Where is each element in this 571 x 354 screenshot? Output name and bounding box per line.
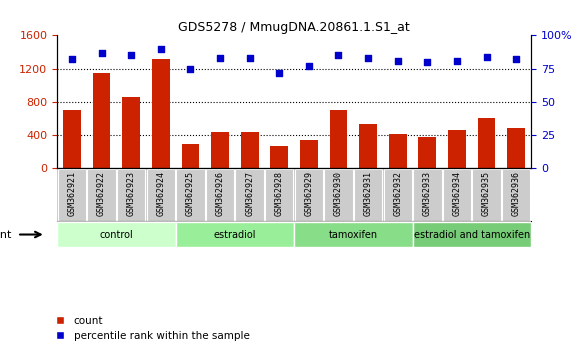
Text: control: control bbox=[99, 229, 133, 240]
Point bbox=[393, 58, 403, 63]
FancyBboxPatch shape bbox=[413, 169, 441, 221]
Point bbox=[127, 52, 136, 58]
FancyBboxPatch shape bbox=[265, 169, 293, 221]
FancyBboxPatch shape bbox=[176, 169, 204, 221]
FancyBboxPatch shape bbox=[206, 169, 234, 221]
FancyBboxPatch shape bbox=[87, 169, 116, 221]
FancyBboxPatch shape bbox=[176, 222, 294, 247]
Bar bbox=[63, 110, 81, 168]
FancyBboxPatch shape bbox=[502, 169, 530, 221]
Text: estradiol: estradiol bbox=[214, 229, 256, 240]
Bar bbox=[507, 129, 525, 168]
Point bbox=[512, 56, 521, 62]
FancyBboxPatch shape bbox=[472, 169, 501, 221]
FancyBboxPatch shape bbox=[58, 169, 86, 221]
Text: agent: agent bbox=[0, 229, 11, 240]
Point bbox=[67, 56, 77, 62]
Bar bbox=[152, 59, 170, 168]
Text: GSM362934: GSM362934 bbox=[452, 171, 461, 216]
FancyBboxPatch shape bbox=[412, 222, 531, 247]
Point bbox=[275, 70, 284, 75]
Bar bbox=[122, 97, 140, 168]
Point bbox=[482, 54, 491, 59]
Text: GSM362929: GSM362929 bbox=[304, 171, 313, 216]
Text: GSM362925: GSM362925 bbox=[186, 171, 195, 216]
Text: tamoxifen: tamoxifen bbox=[329, 229, 378, 240]
Bar bbox=[182, 144, 199, 168]
Bar bbox=[448, 130, 466, 168]
Bar bbox=[241, 132, 259, 168]
Text: GSM362930: GSM362930 bbox=[334, 171, 343, 216]
FancyBboxPatch shape bbox=[147, 169, 175, 221]
Bar bbox=[359, 124, 377, 168]
Text: GSM362923: GSM362923 bbox=[127, 171, 136, 216]
Bar bbox=[329, 110, 347, 168]
FancyBboxPatch shape bbox=[235, 169, 264, 221]
Bar bbox=[271, 146, 288, 168]
Text: GSM362928: GSM362928 bbox=[275, 171, 284, 216]
Point bbox=[156, 46, 166, 51]
FancyBboxPatch shape bbox=[57, 222, 176, 247]
Bar bbox=[211, 132, 229, 168]
Legend: count, percentile rank within the sample: count, percentile rank within the sample bbox=[51, 311, 254, 345]
FancyBboxPatch shape bbox=[294, 222, 412, 247]
Point bbox=[97, 50, 106, 56]
Text: GSM362927: GSM362927 bbox=[245, 171, 254, 216]
Text: GSM362932: GSM362932 bbox=[393, 171, 402, 216]
Text: GSM362926: GSM362926 bbox=[215, 171, 224, 216]
Bar bbox=[93, 73, 110, 168]
Point bbox=[186, 66, 195, 72]
Text: GSM362931: GSM362931 bbox=[364, 171, 373, 216]
Bar bbox=[389, 134, 407, 168]
Title: GDS5278 / MmugDNA.20861.1.S1_at: GDS5278 / MmugDNA.20861.1.S1_at bbox=[178, 21, 410, 34]
FancyBboxPatch shape bbox=[443, 169, 471, 221]
Text: GSM362935: GSM362935 bbox=[482, 171, 491, 216]
Text: GSM362936: GSM362936 bbox=[512, 171, 521, 216]
Text: GSM362933: GSM362933 bbox=[423, 171, 432, 216]
Text: GSM362922: GSM362922 bbox=[97, 171, 106, 216]
FancyBboxPatch shape bbox=[324, 169, 353, 221]
Bar bbox=[419, 137, 436, 168]
Point bbox=[423, 59, 432, 65]
FancyBboxPatch shape bbox=[354, 169, 383, 221]
Text: estradiol and tamoxifen: estradiol and tamoxifen bbox=[413, 229, 530, 240]
Point bbox=[364, 55, 373, 61]
FancyBboxPatch shape bbox=[295, 169, 323, 221]
FancyBboxPatch shape bbox=[117, 169, 146, 221]
Point bbox=[304, 63, 313, 69]
Point bbox=[215, 55, 224, 61]
Point bbox=[334, 52, 343, 58]
Point bbox=[245, 55, 254, 61]
Bar bbox=[478, 118, 496, 168]
Point bbox=[452, 58, 461, 63]
FancyBboxPatch shape bbox=[384, 169, 412, 221]
Text: GSM362921: GSM362921 bbox=[67, 171, 77, 216]
Text: GSM362924: GSM362924 bbox=[156, 171, 165, 216]
Bar bbox=[300, 140, 317, 168]
